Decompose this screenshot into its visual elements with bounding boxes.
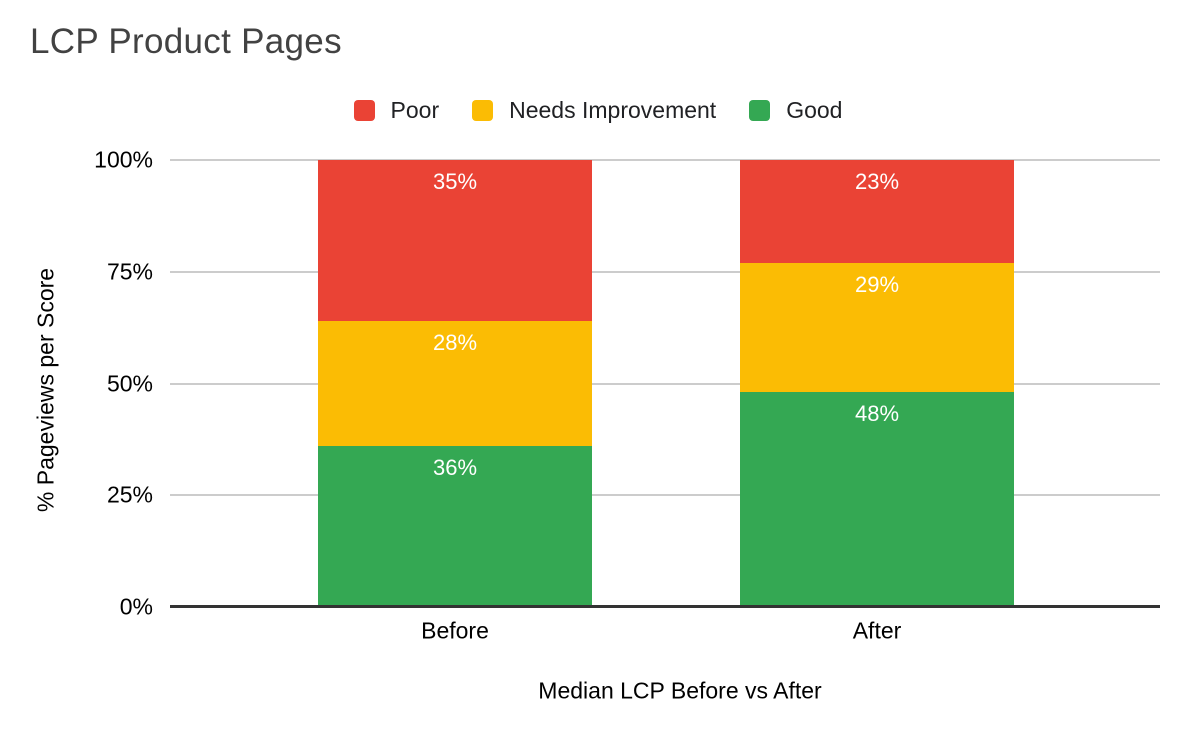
legend-item-good: Good: [749, 97, 842, 124]
gridline-50: [170, 382, 1160, 385]
legend-label-poor: Poor: [390, 97, 440, 123]
y-axis-title: % Pageviews per Score: [32, 267, 59, 513]
x-axis-title: Median LCP Before vs After: [538, 677, 822, 704]
bar-before-needs-improvement-value-label: 28%: [432, 329, 478, 355]
bar-before-poor-segment: 35%: [318, 160, 592, 321]
legend-item-poor: Poor: [353, 97, 440, 124]
gridline-75: [170, 270, 1160, 273]
bar-before-needs-improvement-segment: 28%: [318, 320, 592, 447]
bar-after-good-segment: 48%: [740, 392, 1014, 607]
y-tick-25: 25%: [106, 481, 153, 508]
legend-item-needs-improvement: Needs Improvement: [472, 97, 716, 124]
y-tick-75: 75%: [106, 258, 153, 285]
y-tick-100: 100%: [94, 146, 153, 173]
x-category-before: Before: [421, 617, 489, 644]
x-category-after: After: [852, 617, 902, 644]
legend-label-needs-improvement: Needs Improvement: [509, 97, 717, 123]
bar-after-needs-improvement-value-label: 29%: [854, 271, 900, 297]
bar-before-good-segment: 36%: [318, 446, 592, 607]
bar-after-good-value-label: 48%: [854, 401, 900, 427]
legend-label-good: Good: [786, 97, 843, 123]
gridline-100: [170, 159, 1160, 161]
good-swatch-icon: [749, 100, 771, 121]
needs-improvement-swatch-icon: [472, 100, 494, 121]
bar-after-poor-segment: 23%: [740, 160, 1014, 263]
chart-title: LCP Product Pages: [30, 22, 342, 61]
y-tick-0: 0%: [119, 593, 153, 620]
gridline-25: [170, 494, 1160, 497]
bar-after-needs-improvement-segment: 29%: [740, 262, 1014, 393]
y-tick-50: 50%: [106, 370, 153, 396]
poor-swatch-icon: [353, 100, 375, 121]
bar-before-good-value-label: 36%: [432, 455, 478, 481]
bar-before-poor-value-label: 35%: [432, 169, 478, 195]
bar-after-poor-value-label: 23%: [854, 169, 900, 195]
plot-area: 36% 28% 35% 48% 29% 23%: [170, 159, 1160, 608]
legend: Poor Needs Improvement Good: [0, 97, 1196, 124]
x-axis-line: [170, 605, 1160, 608]
